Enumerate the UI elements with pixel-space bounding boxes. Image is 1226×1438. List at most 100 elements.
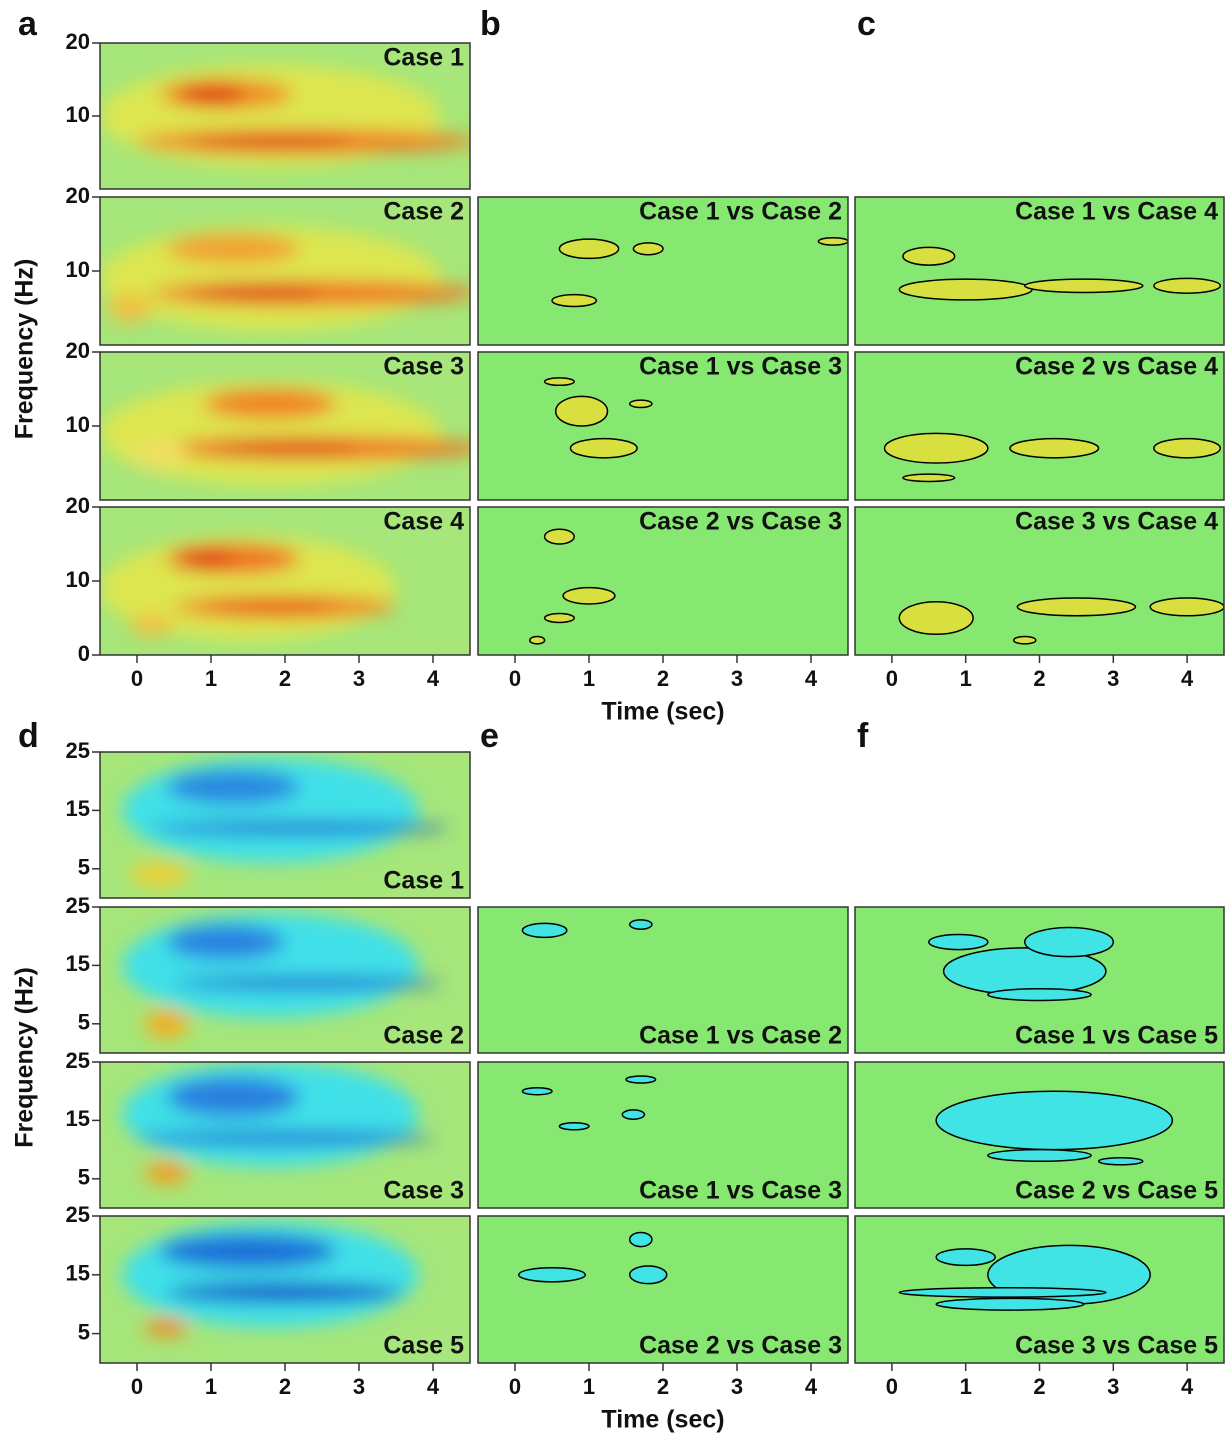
panel-frame [854,906,1225,1054]
sig-region [935,1297,1085,1311]
sig-region [1012,635,1037,645]
comparison-label: Case 1 vs Case 5 [1015,1022,1218,1050]
x-tick-label: 4 [1181,666,1194,691]
comparison-label: Case 2 vs Case 4 [1015,353,1218,381]
panel [478,507,848,655]
heat-blob [188,285,322,301]
heat-blob [203,600,337,614]
panel-bg [478,197,848,345]
panel-frame [477,1061,849,1209]
panel-frame [99,1061,471,1209]
panel [478,197,848,345]
heat-blob [166,924,285,960]
y-tick-label: 5 [78,1010,90,1035]
sig-region [569,437,638,459]
heat-blob [166,1283,404,1302]
heat-blob [211,441,359,455]
comparison-label: Case 2 vs Case 5 [1015,1177,1218,1205]
x-tick-label: 2 [279,666,291,691]
x-tick-label: 4 [1181,1374,1194,1399]
sig-region [935,1248,996,1267]
heatmap [122,912,441,1039]
sig-region [558,238,620,260]
y-axis-title: Frequency (Hz) [11,259,39,440]
panel-bg [478,352,848,500]
heatmap [100,381,470,486]
heatmap [122,757,448,887]
case-label: Case 1 [383,867,464,895]
heat-blob [159,1233,337,1269]
x-tick-label: 4 [427,666,440,691]
heat-blob [151,822,448,834]
sig-region [902,246,956,266]
x-tick-label: 4 [427,1374,440,1399]
y-tick-label: 10 [66,102,90,127]
panel [855,507,1224,655]
case-label: Case 3 [383,353,464,381]
panel-letter: f [857,717,869,755]
x-tick-label: 2 [657,1374,669,1399]
panel [855,352,1224,500]
panel-frame [99,906,471,1054]
panel [100,907,470,1053]
comparison-label: Case 1 vs Case 4 [1015,198,1218,226]
x-tick-label: 0 [886,666,898,691]
sig-region [543,612,575,624]
comparison-label: Case 3 vs Case 4 [1015,508,1218,536]
sig-region [898,600,974,636]
x-tick-label: 0 [509,1374,521,1399]
y-tick-label: 5 [78,855,90,880]
heatmap [100,536,396,641]
sig-region [1149,597,1224,617]
sig-region [935,1090,1174,1151]
x-tick-label: 1 [960,666,972,691]
panel-frame [99,751,471,899]
panel-bg [855,197,1224,345]
heatmap [122,1221,419,1337]
sig-region [625,1075,657,1084]
panel [100,752,470,898]
panel [855,197,1224,345]
y-tick-label: 0 [78,641,90,666]
y-tick-label: 25 [66,1202,90,1227]
x-tick-label: 0 [131,666,143,691]
panel [100,507,470,655]
heat-blob [144,1009,189,1039]
y-tick-label: 20 [66,338,90,363]
case-label: Case 1 [383,44,464,72]
panel-frame [854,1061,1225,1209]
heatmap [100,226,470,331]
sig-region [517,1266,587,1283]
sig-region [1023,926,1115,958]
x-tick-label: 1 [205,1374,217,1399]
heat-blob [144,1318,189,1337]
x-tick-label: 3 [353,1374,365,1399]
x-tick-label: 2 [1033,1374,1045,1399]
panel [100,43,470,189]
panel [855,907,1224,1053]
sig-region [628,399,653,409]
y-tick-label: 20 [66,29,90,54]
y-tick-label: 10 [66,567,90,592]
comparison-label: Case 1 vs Case 2 [639,1022,842,1050]
sig-region [628,1265,668,1285]
y-tick-label: 10 [66,412,90,437]
panel [478,352,848,500]
heat-blob [129,862,189,887]
sig-region [551,293,598,308]
y-tick-label: 25 [66,738,90,763]
comparison-label: Case 2 vs Case 3 [639,1332,842,1360]
heat-blob [188,134,352,149]
case-label: Case 5 [383,1332,464,1360]
panel [855,1216,1224,1363]
x-tick-label: 1 [960,1374,972,1399]
x-tick-label: 4 [805,666,818,691]
x-axis-title: Time (sec) [601,1406,724,1434]
sig-region [543,528,575,545]
panel-bg [478,507,848,655]
sig-region [521,922,568,939]
sig-region [902,473,956,483]
heat-blob [144,1161,189,1185]
panel [478,1216,848,1363]
y-tick-label: 5 [78,1319,90,1344]
